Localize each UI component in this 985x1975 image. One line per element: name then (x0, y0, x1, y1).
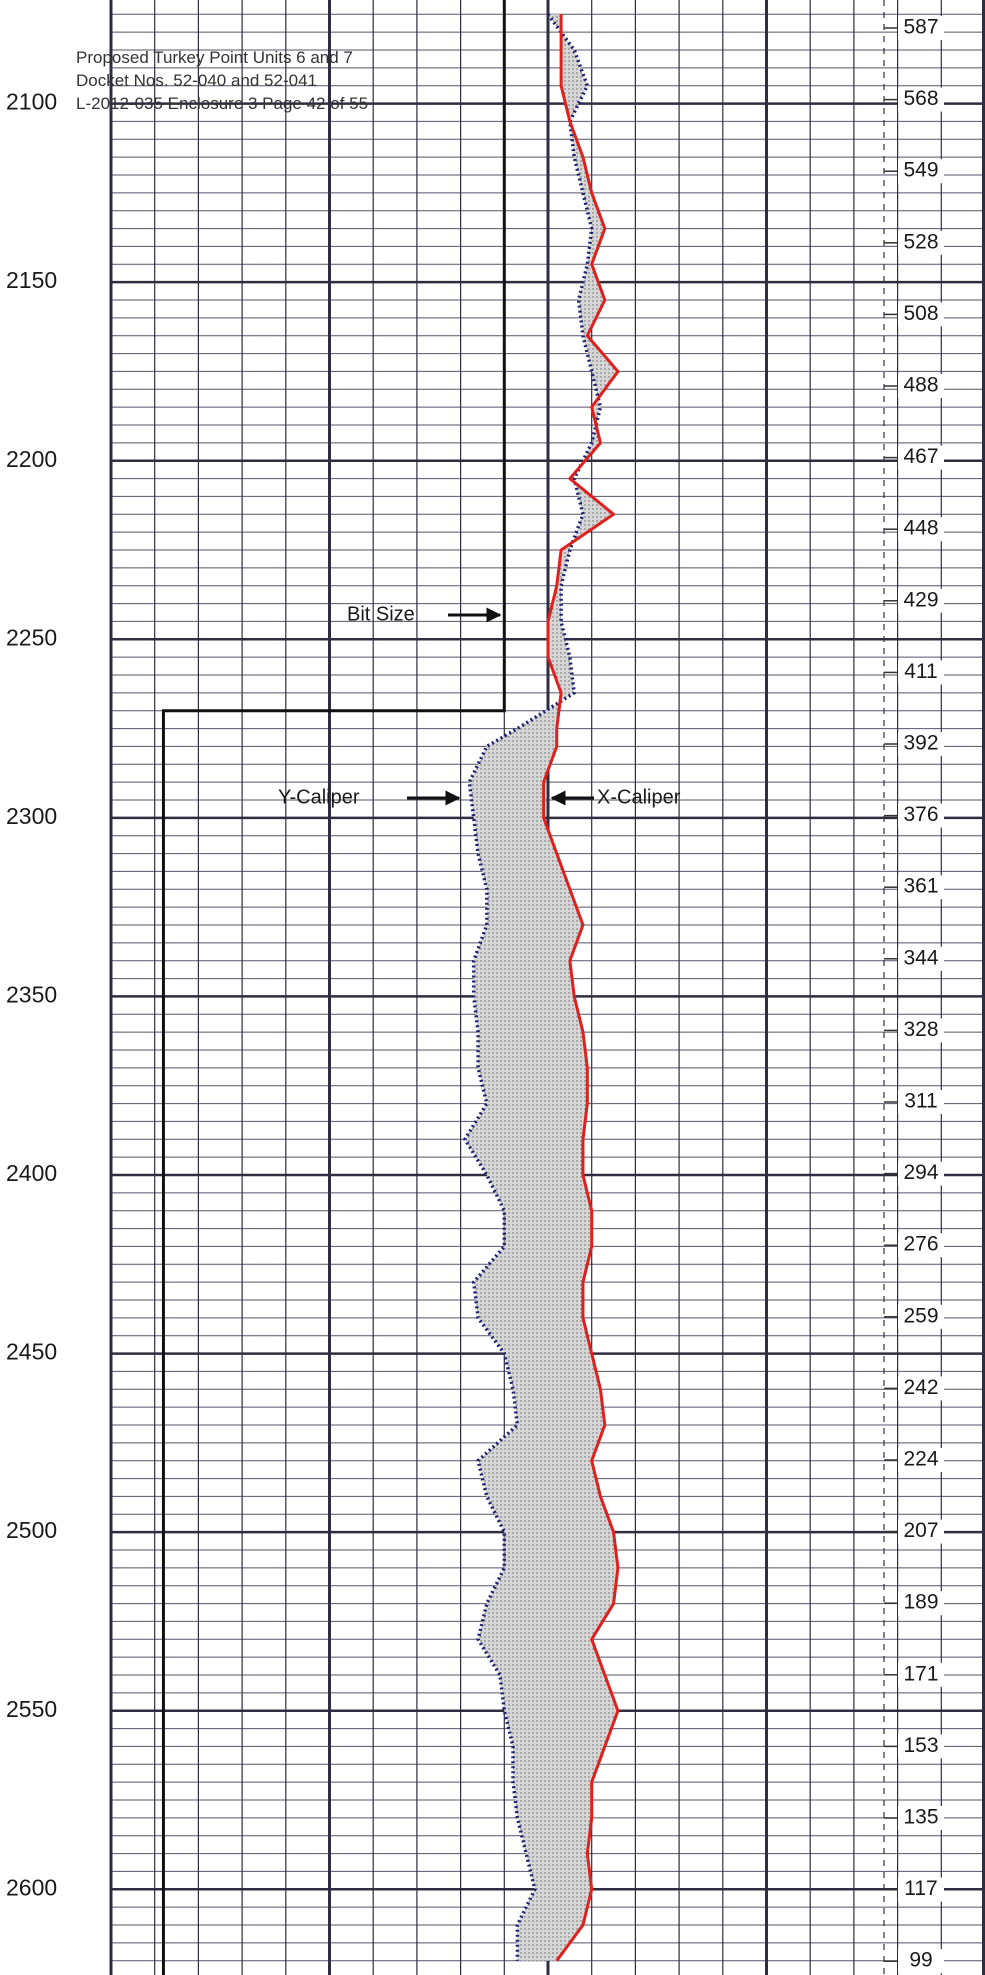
label-background (898, 87, 944, 112)
index-label: 242 (903, 1376, 938, 1399)
label-background (898, 230, 944, 255)
x-caliper-annotation: X-Caliper (597, 786, 681, 808)
label-background (898, 1662, 944, 1687)
y-tick-label: 2350 (6, 982, 57, 1008)
index-label: 276 (903, 1233, 938, 1256)
index-label: 171 (903, 1662, 938, 1685)
y-tick-label: 2400 (6, 1160, 57, 1186)
index-label: 568 (903, 87, 938, 110)
label-background (898, 1161, 944, 1186)
header-line: Proposed Turkey Point Units 6 and 7 (76, 48, 353, 67)
y-tick-label: 2250 (6, 624, 57, 650)
bit-size-annotation: Bit Size (347, 603, 415, 625)
label-background (898, 445, 944, 470)
index-label: 467 (903, 445, 938, 468)
index-label: 344 (903, 946, 938, 969)
y-tick-label: 2100 (6, 89, 57, 115)
index-label: 294 (903, 1161, 938, 1184)
index-label: 411 (904, 660, 937, 683)
label-background (898, 588, 944, 613)
index-label: 376 (903, 803, 938, 826)
index-label: 392 (903, 732, 938, 755)
label-background (898, 946, 944, 971)
label-background (898, 1090, 944, 1114)
caliper-fill (464, 14, 618, 1961)
index-label: 549 (903, 159, 938, 182)
label-background (898, 1949, 944, 1974)
header-line: L-2012-035 Enclosure 3 Page 42 of 55 (76, 94, 368, 113)
caliper-curve (463, 13, 603, 1961)
index-label: 488 (903, 374, 938, 397)
index-label: 99 (909, 1949, 932, 1972)
index-label: 448 (903, 517, 938, 540)
annotations: Bit Size Y-Caliper X-Caliper (278, 603, 681, 808)
index-label: 328 (903, 1018, 938, 1041)
y-caliper-annotation: Y-Caliper (278, 786, 360, 808)
label-background (898, 875, 944, 900)
index-label: 153 (903, 1734, 938, 1757)
index-label: 429 (903, 588, 938, 611)
y-tick-label: 2500 (6, 1517, 57, 1543)
caliper-curve (542, 14, 620, 1962)
y-tick-label: 2550 (6, 1696, 57, 1722)
label-background (898, 1591, 944, 1616)
index-label: 508 (903, 302, 938, 325)
y-tick-label: 2150 (6, 267, 57, 293)
index-label: 117 (904, 1877, 937, 1900)
y-tick-label: 2300 (6, 803, 57, 829)
index-label: 311 (904, 1090, 937, 1113)
label-background (898, 159, 944, 184)
label-background (898, 1018, 944, 1043)
label-background (898, 16, 944, 40)
y-tick-label: 2600 (6, 1874, 57, 1900)
label-background (898, 732, 944, 756)
labels: 2100 2150 2200 2250 2300 2350 2400 2450 2500 2550… (6, 16, 944, 1974)
label-background (898, 302, 944, 327)
label-background (898, 1877, 944, 1902)
label-background (898, 1304, 944, 1329)
label-background (898, 660, 944, 685)
label-background (898, 1806, 944, 1830)
label-background (898, 1376, 944, 1401)
label-background (898, 1233, 944, 1258)
label-background (898, 1448, 944, 1472)
index-label: 189 (903, 1591, 938, 1614)
label-background (898, 517, 944, 542)
index-label: 207 (903, 1519, 938, 1542)
label-background (898, 374, 944, 398)
index-label: 224 (903, 1448, 938, 1471)
bit-size-line (161, 0, 506, 1975)
index-label: 528 (903, 230, 938, 253)
y-tick-label: 2450 (6, 1339, 57, 1365)
index-label: 587 (903, 16, 938, 39)
header-line: Docket Nos. 52-040 and 52-041 (76, 71, 317, 90)
label-background (898, 1519, 944, 1544)
label-background (898, 803, 944, 828)
index-label: 361 (903, 875, 938, 898)
label-background (898, 1734, 944, 1759)
index-label: 135 (903, 1806, 938, 1829)
header: Proposed Turkey Point Units 6 and 7 Dock… (76, 48, 368, 113)
index-label: 259 (903, 1304, 938, 1327)
curves (161, 0, 620, 1975)
y-tick-label: 2200 (6, 446, 57, 472)
